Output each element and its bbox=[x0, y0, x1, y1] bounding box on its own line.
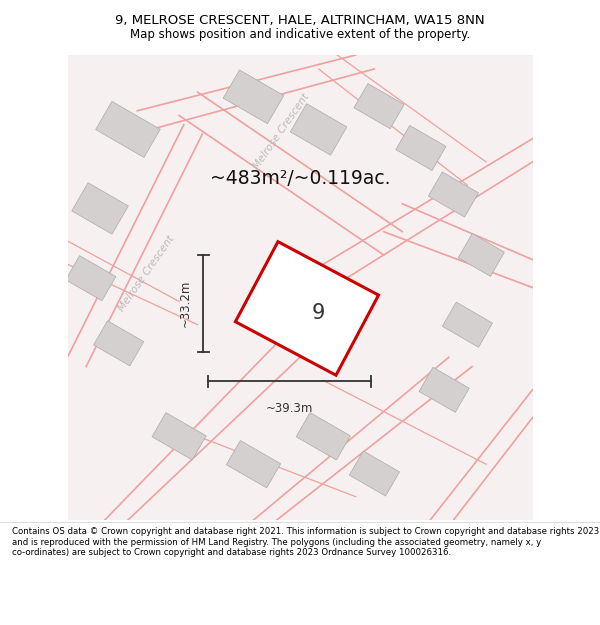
Polygon shape bbox=[354, 84, 404, 129]
Polygon shape bbox=[458, 234, 505, 276]
Polygon shape bbox=[396, 126, 446, 171]
Text: ~33.2m: ~33.2m bbox=[179, 279, 192, 327]
Polygon shape bbox=[95, 101, 160, 158]
Polygon shape bbox=[290, 104, 347, 155]
Polygon shape bbox=[223, 70, 284, 124]
Text: Melrose Crescent: Melrose Crescent bbox=[251, 92, 311, 171]
Polygon shape bbox=[226, 441, 281, 488]
Polygon shape bbox=[65, 256, 116, 301]
Text: Melrose Crescent: Melrose Crescent bbox=[116, 234, 176, 313]
Polygon shape bbox=[419, 368, 469, 413]
Polygon shape bbox=[349, 451, 400, 496]
Text: Map shows position and indicative extent of the property.: Map shows position and indicative extent… bbox=[130, 28, 470, 41]
Polygon shape bbox=[235, 242, 379, 375]
Polygon shape bbox=[428, 172, 479, 217]
Polygon shape bbox=[72, 182, 128, 234]
Text: 9: 9 bbox=[312, 303, 325, 323]
Text: 9, MELROSE CRESCENT, HALE, ALTRINCHAM, WA15 8NN: 9, MELROSE CRESCENT, HALE, ALTRINCHAM, W… bbox=[115, 14, 485, 27]
Polygon shape bbox=[152, 412, 206, 460]
Polygon shape bbox=[442, 302, 493, 348]
Text: ~483m²/~0.119ac.: ~483m²/~0.119ac. bbox=[210, 169, 390, 187]
Polygon shape bbox=[94, 321, 144, 366]
Text: Contains OS data © Crown copyright and database right 2021. This information is : Contains OS data © Crown copyright and d… bbox=[12, 528, 599, 557]
Polygon shape bbox=[296, 412, 350, 460]
Text: ~39.3m: ~39.3m bbox=[266, 402, 313, 415]
